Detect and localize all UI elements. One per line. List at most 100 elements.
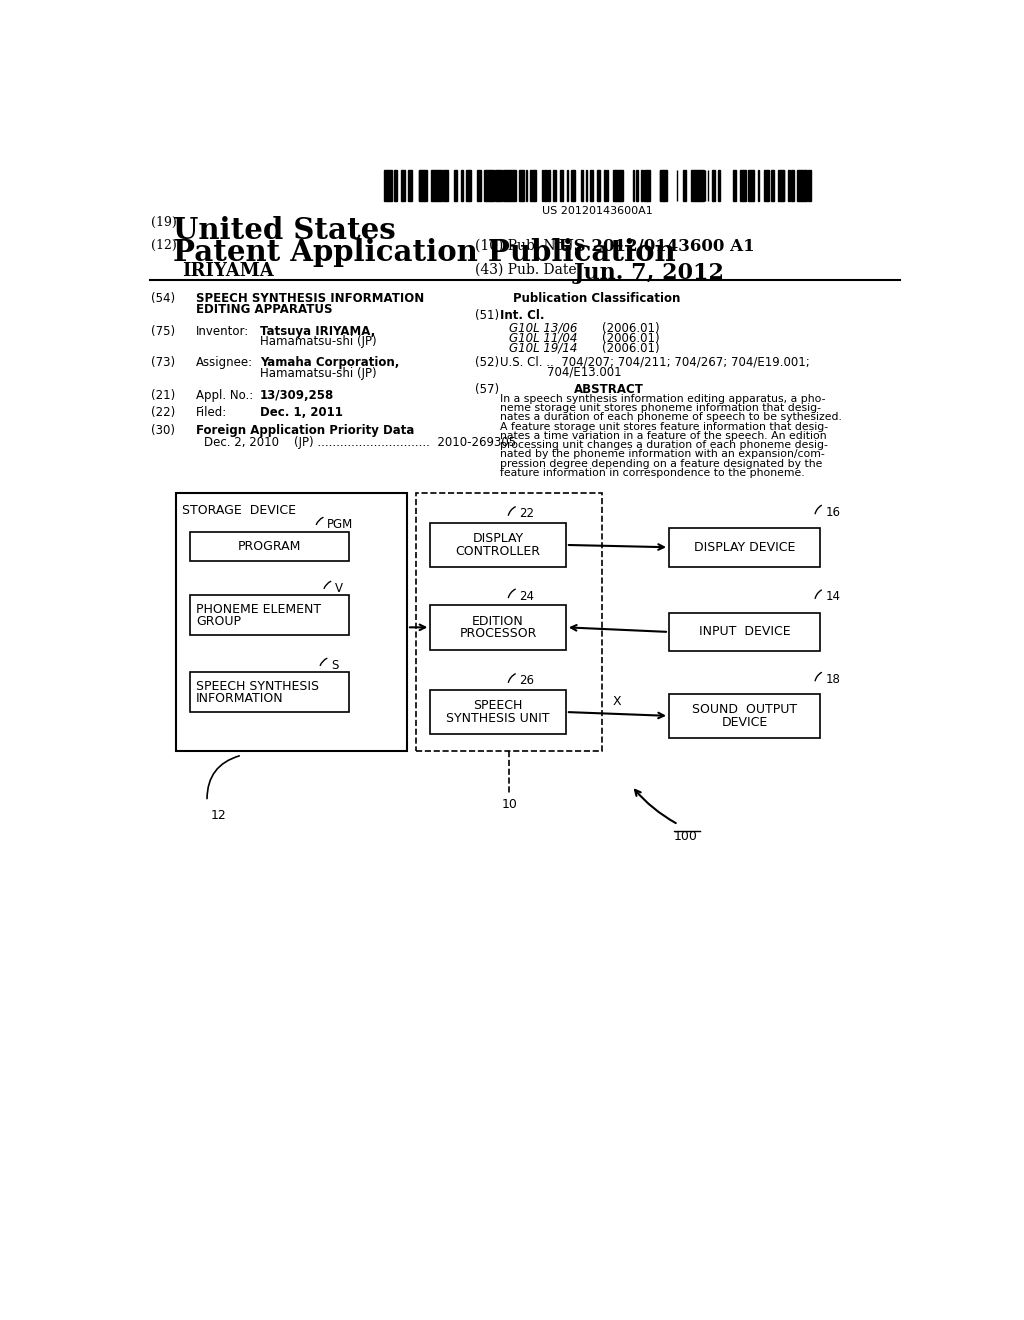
Text: 22: 22	[519, 507, 535, 520]
Bar	[544, 170, 547, 201]
Text: Inventor:: Inventor:	[197, 325, 250, 338]
Text: DISPLAY DEVICE: DISPLAY DEVICE	[694, 541, 796, 554]
Text: U.S. Cl. ..  704/207; 704/211; 704/267; 704/E19.001;: U.S. Cl. .. 704/207; 704/211; 704/267; 7…	[500, 355, 810, 368]
Text: (12): (12)	[152, 239, 177, 252]
Text: nated by the phoneme information with an expansion/com-: nated by the phoneme information with an…	[500, 449, 824, 459]
Bar	[510, 170, 513, 201]
Bar	[478, 170, 481, 201]
Bar	[495, 170, 497, 201]
Bar	[753, 170, 755, 201]
Text: 10: 10	[502, 797, 517, 810]
Text: US 2012/0143600 A1: US 2012/0143600 A1	[559, 239, 755, 256]
Bar	[767, 170, 769, 201]
Bar	[387, 170, 389, 201]
Bar	[614, 170, 616, 201]
Bar	[802, 170, 805, 201]
Text: Patent Application Publication: Patent Application Publication	[173, 239, 676, 268]
Text: processing unit changes a duration of each phoneme desig-: processing unit changes a duration of ea…	[500, 441, 827, 450]
Text: EDITING APPARATUS: EDITING APPARATUS	[197, 304, 333, 317]
Text: (51): (51)	[475, 309, 500, 322]
Bar	[695, 170, 697, 201]
Text: 100: 100	[674, 830, 698, 843]
Text: G10L 19/14: G10L 19/14	[509, 342, 578, 355]
Text: neme storage unit stores phoneme information that desig-: neme storage unit stores phoneme informa…	[500, 404, 821, 413]
Bar	[503, 170, 506, 201]
Bar	[732, 170, 735, 201]
Text: Hamamatsu-shi (JP): Hamamatsu-shi (JP)	[260, 367, 377, 380]
Bar	[751, 170, 753, 201]
Text: nates a duration of each phoneme of speech to be sythesized.: nates a duration of each phoneme of spee…	[500, 412, 842, 422]
Text: (75): (75)	[152, 325, 175, 338]
Text: (54): (54)	[152, 293, 175, 305]
Bar	[434, 170, 437, 201]
Text: GROUP: GROUP	[197, 615, 242, 628]
Bar	[522, 170, 524, 201]
Bar	[389, 170, 392, 201]
Bar	[437, 170, 440, 201]
Bar	[190, 595, 349, 635]
Bar	[507, 170, 509, 201]
Bar	[788, 170, 790, 201]
Bar	[809, 170, 811, 201]
Text: Foreign Application Priority Data: Foreign Application Priority Data	[197, 424, 415, 437]
Bar	[553, 170, 556, 201]
Text: (10) Pub. No.:: (10) Pub. No.:	[475, 239, 572, 252]
Text: DEVICE: DEVICE	[721, 715, 768, 729]
Text: INFORMATION: INFORMATION	[197, 693, 284, 705]
Bar	[669, 528, 820, 566]
Bar	[493, 170, 494, 201]
Text: (19): (19)	[152, 216, 177, 230]
Text: Yamaha Corporation,: Yamaha Corporation,	[260, 356, 399, 370]
Bar	[641, 170, 643, 201]
Text: S: S	[331, 659, 338, 672]
Bar	[702, 170, 703, 201]
Bar	[443, 170, 445, 201]
Bar	[742, 170, 745, 201]
Bar	[417, 494, 602, 751]
Bar	[791, 170, 794, 201]
Bar	[669, 612, 820, 651]
Text: SOUND  OUTPUT: SOUND OUTPUT	[692, 704, 797, 717]
Bar	[424, 170, 427, 201]
Bar	[190, 672, 349, 711]
Bar	[506, 170, 507, 201]
Text: Hamamatsu-shi (JP): Hamamatsu-shi (JP)	[260, 335, 377, 348]
Text: pression degree depending on a feature designated by the: pression degree depending on a feature d…	[500, 459, 822, 469]
Text: G10L 13/06: G10L 13/06	[509, 322, 578, 335]
Bar	[431, 170, 432, 201]
Text: PROCESSOR: PROCESSOR	[460, 627, 537, 640]
Bar	[394, 170, 397, 201]
Bar	[483, 170, 486, 201]
Bar	[613, 170, 614, 201]
Text: (2006.01): (2006.01)	[602, 342, 659, 355]
Bar	[420, 170, 421, 201]
Text: IRIYAMA: IRIYAMA	[182, 263, 274, 280]
Bar	[805, 170, 807, 201]
Text: (43) Pub. Date:: (43) Pub. Date:	[475, 263, 582, 276]
Text: 704/E13.001: 704/E13.001	[547, 366, 622, 379]
Text: Assignee:: Assignee:	[197, 356, 253, 370]
Text: Appl. No.:: Appl. No.:	[197, 389, 254, 403]
Bar	[748, 170, 751, 201]
Bar	[408, 170, 411, 201]
Text: feature information in correspondence to the phoneme.: feature information in correspondence to…	[500, 469, 805, 478]
Bar	[572, 170, 575, 201]
Bar	[799, 170, 802, 201]
Bar	[432, 170, 434, 201]
Text: (73): (73)	[152, 356, 175, 370]
Bar	[548, 170, 550, 201]
Text: (2006.01): (2006.01)	[602, 322, 659, 335]
Bar	[646, 170, 649, 201]
Text: SYNTHESIS UNIT: SYNTHESIS UNIT	[446, 711, 550, 725]
Text: (52): (52)	[475, 355, 500, 368]
Bar	[531, 170, 535, 201]
Text: SPEECH: SPEECH	[473, 700, 522, 713]
Bar	[718, 170, 720, 201]
Bar	[469, 170, 471, 201]
Text: nates a time variation in a feature of the speech. An edition: nates a time variation in a feature of t…	[500, 430, 826, 441]
Bar	[700, 170, 702, 201]
Text: V: V	[335, 582, 343, 595]
Bar	[466, 170, 469, 201]
Bar	[489, 170, 492, 201]
Text: (22): (22)	[152, 407, 175, 420]
